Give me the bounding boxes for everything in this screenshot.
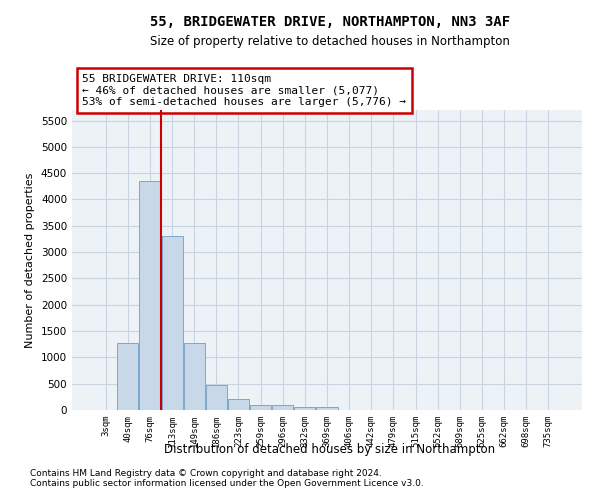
Text: 55 BRIDGEWATER DRIVE: 110sqm
← 46% of detached houses are smaller (5,077)
53% of: 55 BRIDGEWATER DRIVE: 110sqm ← 46% of de… [82, 74, 406, 107]
Text: Contains HM Land Registry data © Crown copyright and database right 2024.: Contains HM Land Registry data © Crown c… [30, 468, 382, 477]
Bar [295, 407, 316, 410]
Bar [139, 181, 160, 410]
Bar [206, 384, 227, 410]
Text: 55, BRIDGEWATER DRIVE, NORTHAMPTON, NN3 3AF: 55, BRIDGEWATER DRIVE, NORTHAMPTON, NN3 … [150, 15, 510, 29]
Bar [316, 407, 338, 410]
Text: Contains public sector information licensed under the Open Government Licence v3: Contains public sector information licen… [30, 478, 424, 488]
Y-axis label: Number of detached properties: Number of detached properties [25, 172, 35, 348]
Bar [184, 342, 205, 410]
Bar [161, 236, 182, 410]
Bar [118, 343, 139, 410]
Bar [272, 406, 293, 410]
Text: Size of property relative to detached houses in Northampton: Size of property relative to detached ho… [150, 35, 510, 48]
Bar [228, 400, 249, 410]
Text: Distribution of detached houses by size in Northampton: Distribution of detached houses by size … [164, 444, 496, 456]
Bar [250, 406, 271, 410]
